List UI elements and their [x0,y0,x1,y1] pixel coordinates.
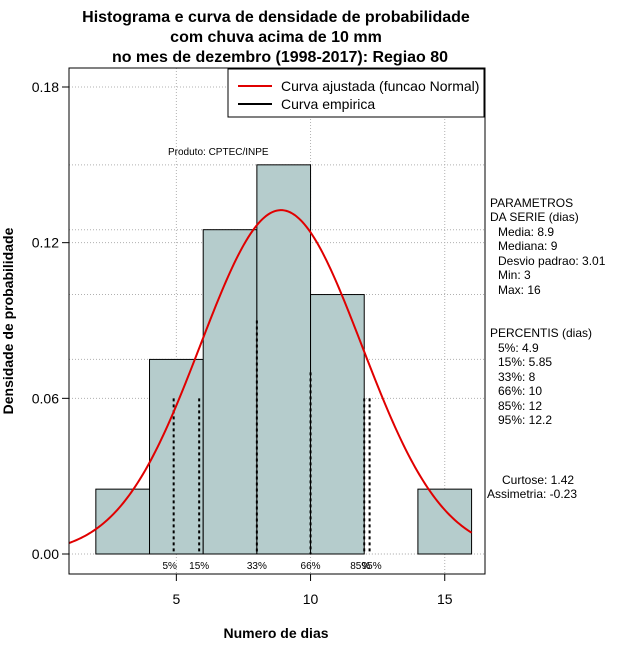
x-tick-label: 5 [172,591,180,607]
y-tick-label: 0.06 [32,390,59,406]
pct-item-5: 5%: 4.9 [498,341,539,355]
histogram-bars [95,164,473,555]
param-mean: Media: 8.9 [498,225,554,239]
x-tick-label: 10 [303,591,319,607]
y-tick-label: 0.12 [32,235,59,251]
percentile-label: 95% [362,561,382,572]
y-axis-title: Densidade de probabilidade [0,227,16,414]
param-median: Mediana: 9 [498,239,558,253]
histogram-bar [95,488,151,555]
histogram-bar [202,229,258,555]
percentile-label: 5% [162,561,177,572]
legend-fitted-label: Curva ajustada (funcao Normal) [281,78,479,94]
percentiles-title: PERCENTIS (dias) [490,326,592,340]
chart-title-line-3: no mes de dezembro (1998-2017): Regiao 8… [112,49,448,66]
percentiles-panel: PERCENTIS (dias) 5%: 4.9 15%: 5.85 33%: … [490,326,592,427]
param-sd: Desvio padrao: 3.01 [498,254,606,268]
chart-title-line-2: com chuva acima de 10 mm [170,29,382,46]
percentile-label: 66% [301,561,321,572]
fitted-normal-curve [68,209,473,544]
histogram-bar [310,294,365,555]
pct-item-33: 33%: 8 [498,370,536,384]
percentile-label: 33% [247,561,267,572]
legend: Curva ajustada (funcao Normal) Curva emp… [227,68,485,118]
legend-box [227,68,485,118]
kurtosis-label: Curtose: 1.42 [502,473,574,487]
percentile-label: 85% [350,561,370,572]
product-label: Produto: CPTEC/INPE [168,147,269,158]
parameters-title-1: PARAMETROS [490,196,573,210]
skewness-label: Assimetria: -0.23 [487,487,577,501]
x-tick-label: 15 [437,591,453,607]
chart-title-line-1: Histograma e curva de densidade de proba… [82,9,470,26]
pct-item-15: 15%: 5.85 [498,355,552,369]
pct-item-95: 95%: 12.2 [498,413,552,427]
histogram-bar [256,164,312,555]
histogram-bar [149,358,204,555]
param-max: Max: 16 [498,283,541,297]
pct-item-85: 85%: 12 [498,399,542,413]
legend-empirical-label: Curva empirica [281,96,375,112]
axes: 5 10 15 0.00 0.06 0.12 0.18 [32,79,453,607]
parameters-title-2: DA SERIE (dias) [490,210,579,224]
parameters-panel: PARAMETROS DA SERIE (dias) Media: 8.9 Me… [490,196,606,297]
y-tick-label: 0.00 [32,546,59,562]
y-tick-label: 0.18 [32,79,59,95]
x-axis-title: Numero de dias [223,625,328,641]
param-min: Min: 3 [498,268,531,282]
percentile-label: 15% [189,561,209,572]
histogram-bar [417,488,473,555]
density-curves [68,209,473,544]
pct-item-66: 66%: 10 [498,384,542,398]
plot-frame [68,67,486,575]
percentile-lines: 5% 15% 33% 66% 85%95% [162,320,382,572]
